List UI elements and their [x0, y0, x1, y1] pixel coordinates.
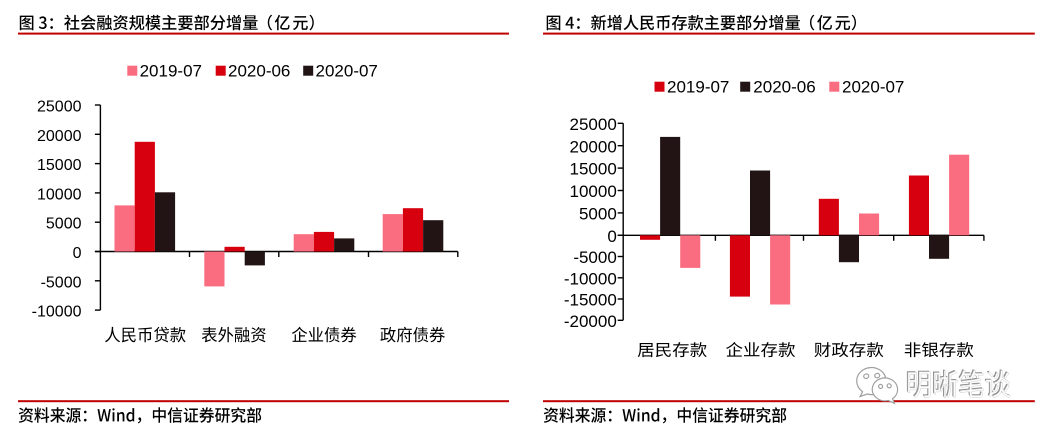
- svg-text:-20000: -20000: [564, 312, 617, 331]
- svg-text:2019-07: 2019-07: [140, 61, 202, 80]
- svg-text:2020-07: 2020-07: [316, 61, 378, 80]
- svg-text:5000: 5000: [579, 205, 617, 224]
- svg-text:-5000: -5000: [573, 248, 616, 267]
- svg-text:20000: 20000: [570, 137, 617, 156]
- svg-text:2020-07: 2020-07: [842, 78, 904, 97]
- svg-text:-10000: -10000: [564, 269, 617, 288]
- svg-text:10000: 10000: [37, 186, 82, 203]
- svg-text:-5000: -5000: [41, 274, 82, 291]
- svg-text:2019-07: 2019-07: [667, 78, 729, 97]
- svg-text:15000: 15000: [570, 160, 617, 179]
- svg-text:2020-06: 2020-06: [753, 78, 815, 97]
- svg-text:5000: 5000: [46, 216, 82, 233]
- svg-text:-10000: -10000: [32, 304, 82, 321]
- svg-text:10000: 10000: [570, 182, 617, 201]
- svg-text:0: 0: [73, 245, 82, 262]
- svg-text:15000: 15000: [37, 157, 82, 174]
- svg-text:-15000: -15000: [564, 291, 617, 310]
- svg-text:2020-06: 2020-06: [228, 61, 290, 80]
- svg-text:25000: 25000: [37, 99, 82, 116]
- svg-text:20000: 20000: [37, 128, 82, 145]
- svg-text:25000: 25000: [570, 115, 617, 134]
- svg-text:0: 0: [607, 227, 616, 246]
